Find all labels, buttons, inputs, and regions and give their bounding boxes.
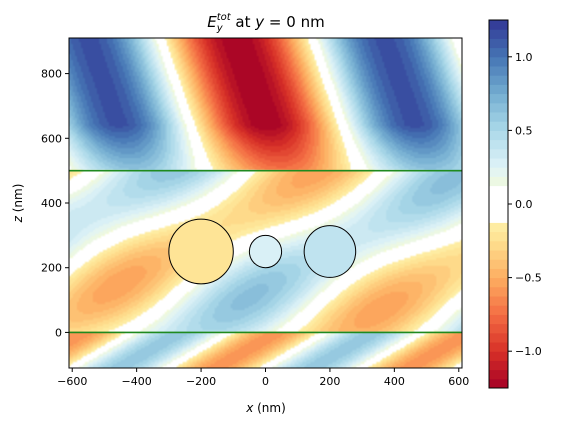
colorbar-band [489, 56, 508, 67]
colorbar-band [489, 250, 508, 260]
colorbar-band [489, 112, 508, 122]
y-axis: 0 200 400 600 800 [41, 68, 69, 339]
colorbar-band [489, 378, 508, 389]
colorbar-band [489, 231, 508, 242]
colorbar-band [489, 102, 508, 113]
colorbar-band [489, 259, 508, 269]
chart-title: Eytot at y = 0 nm [207, 12, 324, 34]
y-tick-label: 0 [55, 326, 62, 339]
colorbar-ticks: −1.0 −0.5 0.0 0.5 1.0 [508, 51, 542, 358]
colorbar-band [489, 158, 508, 168]
field-heatmap [69, 38, 462, 368]
x-axis: −600 −400 −200 0 200 400 600 [57, 368, 469, 388]
colorbar-band [489, 38, 508, 49]
colorbar-bands [489, 20, 508, 389]
colorbar-band [489, 342, 508, 352]
colorbar-band [489, 222, 508, 233]
y-tick-label: 200 [41, 262, 62, 275]
colorbar-band [489, 314, 508, 325]
colorbar-tick-label: 1.0 [515, 51, 533, 64]
colorbar-band [489, 277, 508, 288]
colorbar-band [489, 93, 508, 104]
colorbar-band [489, 148, 508, 159]
y-tick-label: 600 [41, 132, 62, 145]
colorbar-band [489, 296, 508, 306]
x-tick-label: 400 [384, 375, 405, 388]
colorbar-band [489, 351, 508, 361]
y-axis-label: z (nm) [11, 184, 25, 224]
scatterer-circle [248, 234, 283, 269]
colorbar-band [489, 185, 508, 196]
colorbar-band [489, 75, 508, 85]
colorbar-band [489, 167, 508, 177]
colorbar-band [489, 323, 508, 334]
x-tick-label: −200 [186, 375, 216, 388]
colorbar-band [489, 286, 508, 297]
colorbar-band [489, 369, 508, 380]
colorbar-band [489, 47, 508, 58]
colorbar-band [489, 268, 508, 279]
y-tick-label: 800 [41, 68, 62, 81]
colorbar-band [489, 204, 508, 214]
x-axis-label: x (nm) [245, 401, 286, 415]
colorbar-band [489, 176, 508, 187]
colorbar-band [489, 20, 508, 30]
field-image [69, 38, 462, 368]
colorbar-band [489, 332, 508, 343]
colorbar-tick-label: −1.0 [515, 345, 542, 358]
x-tick-label: 0 [262, 375, 269, 388]
colorbar-tick-label: 0.5 [515, 124, 533, 137]
colorbar: −1.0 −0.5 0.0 0.5 1.0 [488, 19, 542, 389]
colorbar-tick-label: 0.0 [515, 198, 533, 211]
scatterer-circle [168, 218, 234, 285]
x-tick-label: 600 [448, 375, 469, 388]
colorbar-band [489, 360, 508, 371]
x-tick-label: 200 [319, 375, 340, 388]
interface-lines [69, 169, 462, 334]
scatterer-circle [303, 225, 357, 278]
colorbar-band [489, 240, 508, 251]
y-tick-label: 400 [41, 197, 62, 210]
colorbar-band [489, 139, 508, 150]
x-tick-label: −400 [122, 375, 152, 388]
colorbar-tick-label: −0.5 [515, 272, 542, 285]
colorbar-band [489, 213, 508, 223]
colorbar-band [489, 194, 508, 205]
x-tick-label: −600 [57, 375, 87, 388]
scatterer-circles [168, 218, 357, 285]
colorbar-band [489, 66, 508, 76]
colorbar-band [489, 29, 508, 39]
colorbar-band [489, 84, 508, 95]
colorbar-band [489, 121, 508, 131]
colorbar-band [489, 305, 508, 315]
colorbar-band [489, 130, 508, 141]
